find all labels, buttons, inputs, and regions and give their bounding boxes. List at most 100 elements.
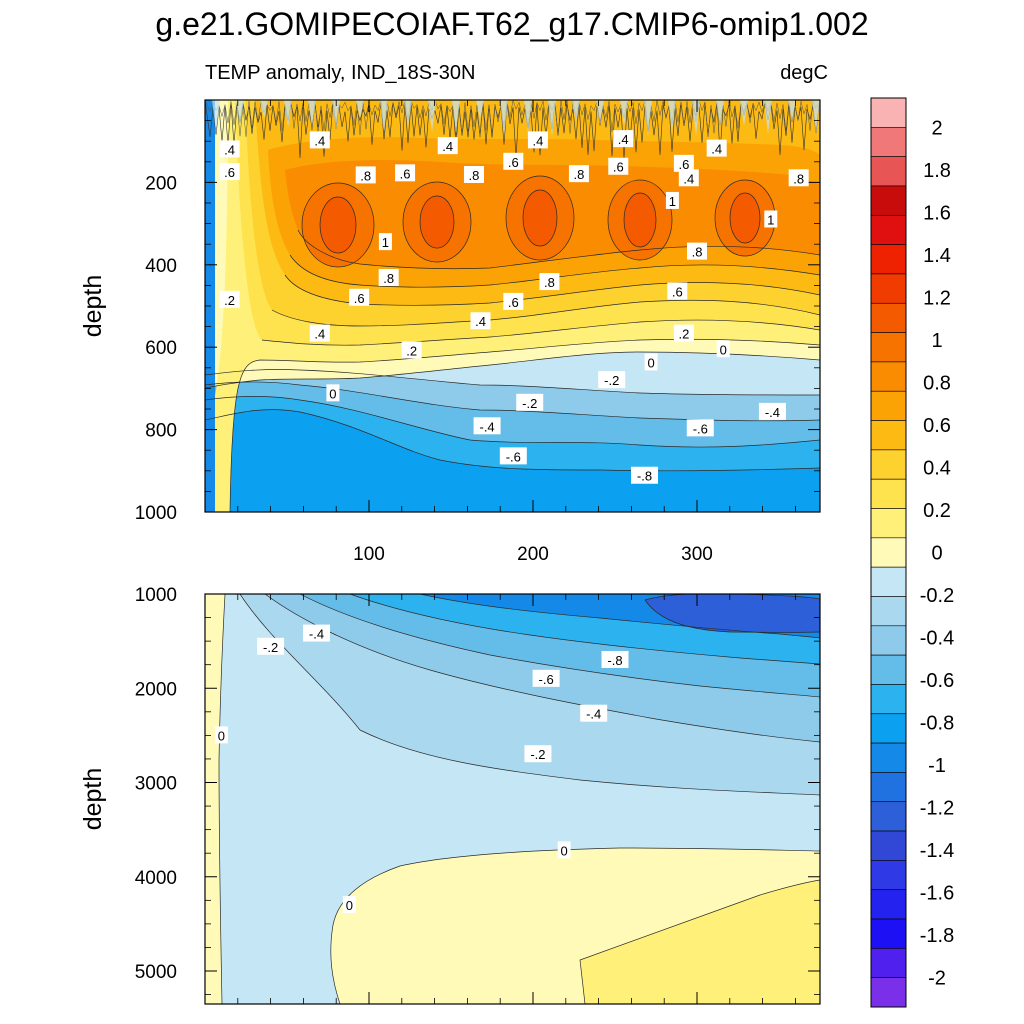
contour-label-box — [580, 704, 608, 722]
colorbar-box — [870, 654, 907, 685]
contour-label-box — [557, 841, 571, 859]
surface-cool-streak — [260, 100, 268, 119]
surface-cool-streak — [812, 100, 820, 134]
colorbar-label: 0.2 — [923, 500, 951, 522]
contour-label-box — [788, 169, 809, 187]
contour-label-box — [667, 282, 688, 300]
contour-label-box — [470, 312, 491, 330]
colorbar-label: -0.4 — [920, 628, 954, 650]
contour-label: .2 — [673, 324, 694, 342]
y-tick-label: 2000 — [135, 679, 177, 700]
x-tick-label: 300 — [681, 544, 713, 565]
contour-label: .4 — [678, 169, 699, 187]
contour-label-box — [463, 165, 484, 183]
contour-label-box — [309, 324, 330, 342]
surface-cool-streak — [452, 100, 460, 134]
contour-label-text: .6 — [678, 157, 689, 172]
y-tick-label: 400 — [145, 256, 177, 277]
fill-minus-0p0 — [205, 352, 820, 395]
contour-label-text: -.4 — [309, 627, 324, 642]
surface-cool-streak — [716, 100, 724, 127]
colorbar-box — [870, 918, 907, 949]
contour-label: .4 — [437, 137, 458, 155]
contour-label-text: -.6 — [693, 421, 708, 436]
bottom-y-tick-labels: 1000 2000 3000 4000 5000 — [135, 585, 177, 983]
colorbar-box — [870, 684, 907, 715]
contour-label-text: .4 — [475, 314, 486, 329]
colorbar-box — [870, 420, 907, 451]
contour-label-text: .6 — [508, 295, 519, 310]
contour-label: .6 — [349, 288, 370, 306]
contour-label: .4 — [309, 324, 330, 342]
contour-label: -.4 — [580, 704, 608, 722]
top-y-axis-label: depth — [79, 275, 107, 338]
colorbar-box — [870, 948, 907, 978]
upper-panel-plot-area: .4.4.4.4.4.4.6.8.6.8.6.8.6.6.4.8111.8.8.… — [79, 99, 821, 565]
surface-cool-streak — [380, 100, 388, 134]
contour-label-box — [437, 137, 458, 155]
contour-label: -.8 — [601, 650, 629, 668]
contour-label-box — [516, 393, 544, 411]
contour-label: .6 — [673, 154, 694, 172]
y-tick-label: 3000 — [135, 774, 177, 795]
contour-label-box — [219, 163, 240, 181]
contour-label-text: .4 — [532, 133, 543, 148]
top-axis-ticks — [205, 99, 820, 513]
colorbar-box — [870, 537, 907, 568]
contour-label-text: .2 — [406, 343, 417, 358]
contour-label: -.6 — [532, 669, 560, 687]
colorbar-box — [870, 361, 907, 392]
contour-label-text: -.2 — [604, 373, 619, 388]
surface-cool-streak — [764, 100, 772, 134]
contour-label-box — [665, 191, 679, 209]
contour-label-box — [214, 726, 228, 744]
contour-label-text: .8 — [383, 271, 394, 286]
contour-label-box — [309, 131, 330, 149]
colorbar-label: -1 — [928, 755, 946, 777]
colorbar-label: -0.8 — [920, 713, 954, 735]
colorbar-box — [870, 772, 907, 803]
colorbar-box — [870, 596, 907, 627]
colorbar-label: 1.8 — [923, 160, 951, 182]
surface-cool-streak — [596, 100, 604, 124]
contour-label-text: .2 — [678, 327, 689, 342]
contour-label-box — [716, 340, 730, 358]
surface-cool-streak — [284, 100, 292, 128]
contour-label-box — [503, 152, 524, 170]
colorbar-label: 2 — [931, 117, 942, 139]
colorbar-label: -0.2 — [920, 585, 954, 607]
contour-label: .6 — [395, 164, 416, 182]
colorbar-label: 0 — [931, 543, 942, 565]
contour-label-box — [539, 273, 560, 291]
colorbar-label: 0.4 — [923, 457, 951, 479]
contour-label-box — [678, 169, 699, 187]
fill-plus-0p2-abyssal — [580, 880, 820, 1004]
bottom-axis-ticks — [205, 593, 820, 1004]
surface-cool-streak — [236, 100, 244, 125]
contour-label-box — [601, 650, 629, 668]
surface-cool-streak — [572, 100, 580, 123]
contour-label: .4 — [309, 131, 330, 149]
contour-label: .8 — [463, 165, 484, 183]
contour-label: .6 — [503, 152, 524, 170]
contour-label: 1 — [378, 233, 392, 251]
contour-label: -.4 — [473, 417, 501, 435]
contour-label-box — [401, 341, 422, 359]
colorbar-box — [870, 127, 907, 157]
surface-cool-streak — [500, 100, 508, 138]
colorbar-box — [870, 801, 907, 832]
colorbar-box — [870, 566, 907, 597]
contour-label-text: -.2 — [522, 396, 537, 411]
contour-label-text: .4 — [314, 327, 325, 342]
colorbar-box — [870, 977, 907, 1008]
colorbar-label: -0.6 — [920, 670, 954, 692]
colorbar-label: 1.2 — [923, 287, 951, 309]
contour-label-box — [395, 164, 416, 182]
contour-label: .4 — [613, 130, 634, 148]
surface-cool-streak — [476, 100, 484, 120]
y-tick-label: 200 — [145, 173, 177, 194]
contour-label-text: .8 — [469, 168, 480, 183]
contour-label-box — [355, 166, 376, 184]
contour-label-text: .8 — [573, 167, 584, 182]
